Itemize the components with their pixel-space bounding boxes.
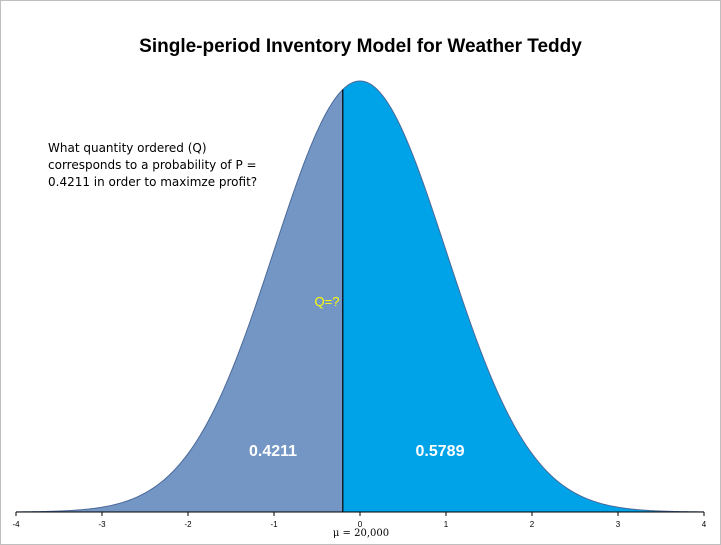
x-tick-label: -3	[98, 520, 106, 529]
x-tick-label: 3	[616, 520, 621, 529]
distribution-curve	[15, 80, 705, 513]
right-tail-area	[342, 81, 704, 513]
x-tick-label: 2	[530, 520, 535, 529]
x-tick-label: -4	[12, 520, 20, 529]
x-tick-label: -2	[184, 520, 192, 529]
x-axis-ticks: -4 -3 -2 -1 0 1 2 3 4	[12, 512, 707, 529]
x-tick-label: -1	[270, 520, 278, 529]
mean-label: μ = 20,000	[333, 528, 389, 539]
cutoff-label: Q=?	[315, 294, 340, 309]
question-annotation: What quantity ordered (Q) corresponds to…	[48, 141, 258, 189]
x-tick-label: 0	[358, 520, 363, 529]
right-probability-label: 0.5789	[416, 443, 465, 460]
chart-title: Single-period Inventory Model for Weathe…	[139, 36, 582, 57]
x-tick-label: 1	[444, 520, 449, 529]
x-tick-label: 4	[702, 520, 707, 529]
left-tail-area	[16, 89, 343, 512]
left-probability-label: 0.4211	[249, 443, 297, 460]
